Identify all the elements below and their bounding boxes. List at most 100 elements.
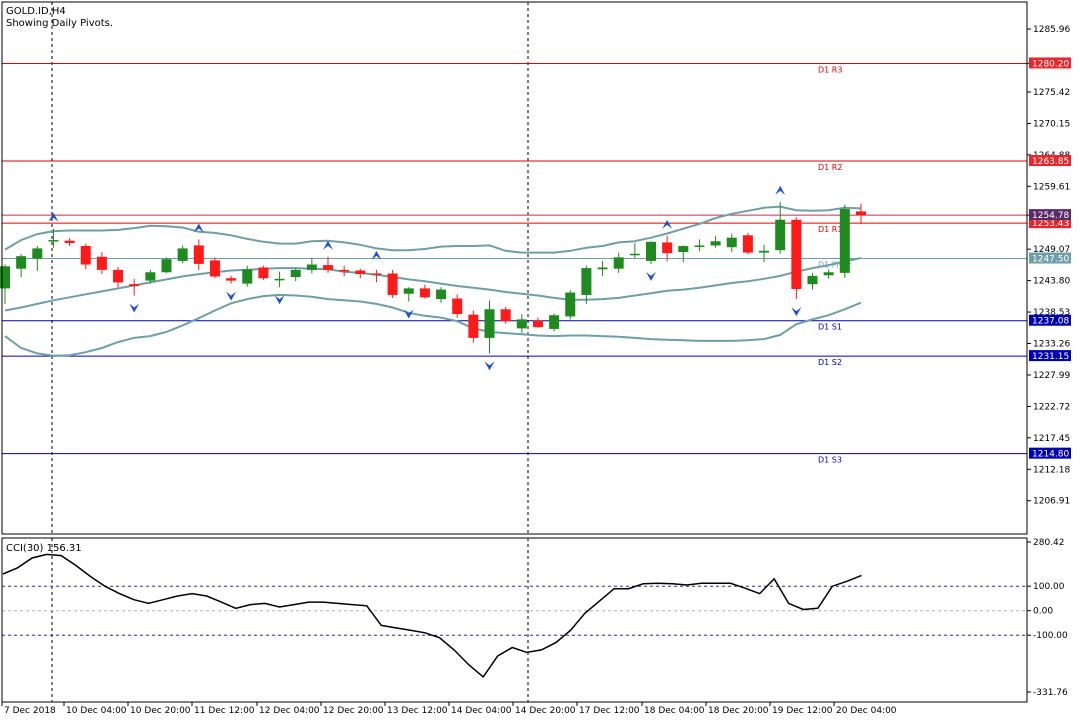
candle-body [516, 319, 527, 329]
candle [371, 269, 382, 283]
candle [468, 310, 479, 343]
candle-body [839, 209, 850, 273]
pivot-value-label: 1263.85 [1032, 157, 1069, 167]
time-tick-label: 18 Dec 04:00 [644, 706, 705, 716]
price-tick-label: 1212.18 [1033, 465, 1070, 475]
price-tick-label: 1227.99 [1033, 371, 1070, 381]
pivot-value-label: 1237.08 [1032, 317, 1069, 327]
time-tick-label: 17 Dec 12:00 [579, 706, 640, 716]
candle-body [468, 314, 479, 338]
candle [597, 260, 608, 276]
candle-body [226, 278, 237, 281]
candle [807, 272, 818, 290]
price-tick-label: 1206.91 [1033, 497, 1070, 507]
candle-body [290, 269, 301, 278]
candle [436, 287, 447, 303]
fractal-markers [48, 185, 802, 371]
fractal-down-icon [646, 271, 656, 281]
candle [823, 269, 834, 279]
pivot-value-label: 1214.80 [1032, 450, 1069, 460]
pivots-subtitle: Showing Daily Pivots. [6, 18, 113, 29]
candle [306, 257, 317, 274]
candle-body [726, 237, 737, 248]
candle [129, 278, 140, 296]
candle [532, 317, 543, 328]
pivot-value-box [1029, 252, 1071, 264]
candle-body [662, 242, 673, 254]
candle-body [306, 264, 317, 270]
candle-body [710, 241, 721, 246]
candle-body [193, 245, 204, 264]
price-tick-label: 1249.07 [1033, 245, 1070, 255]
pivot-value-label: 1280.20 [1032, 59, 1069, 69]
time-tick-label: 11 Dec 12:00 [194, 706, 255, 716]
fractal-down-icon [274, 295, 285, 305]
cci-label: CCI(30) 156.31 [6, 543, 82, 554]
candle-body [355, 270, 366, 275]
cci-indicator [2, 553, 1027, 679]
candle-body [0, 266, 10, 289]
time-tick-label: 19 Dec 12:00 [772, 706, 833, 716]
candle-body [500, 309, 511, 322]
price-axis: 1285.961280.201275.421270.151264.881259.… [1027, 25, 1071, 698]
price-tick-label: 1238.53 [1033, 308, 1070, 318]
price-tick-label: 1275.42 [1033, 88, 1070, 98]
fractal-up-icon [371, 250, 382, 260]
fractal-up-icon [775, 185, 786, 195]
candle [759, 244, 770, 263]
candle [48, 228, 59, 248]
candle-body [339, 269, 350, 272]
candle-body [48, 240, 59, 242]
pivot-value-box [1029, 314, 1071, 326]
candle [516, 314, 527, 334]
candle [242, 265, 253, 287]
candle-body [258, 267, 269, 279]
candle [452, 294, 463, 318]
pivot-label: D1 R2 [818, 163, 842, 172]
candle-body [807, 275, 818, 285]
pivot-label: D1 R1 [818, 225, 842, 234]
candlestick-series[interactable] [0, 201, 866, 354]
candle-body [565, 292, 576, 317]
bollinger-middle-band [4, 257, 862, 312]
candle [193, 239, 204, 270]
candle-body [64, 240, 75, 244]
candle [0, 264, 10, 304]
candle [32, 246, 43, 272]
candle [419, 284, 430, 299]
cci-tick-label: -331.76 [1033, 688, 1068, 698]
candle [226, 275, 237, 284]
candle-body [484, 309, 495, 338]
cci-tick-label: 0.00 [1033, 607, 1053, 617]
candle-body [759, 250, 770, 253]
candle [387, 269, 398, 298]
candle [500, 306, 511, 324]
candle-body [387, 273, 398, 295]
candle-body [209, 260, 220, 277]
price-tick-label: 1233.26 [1033, 340, 1070, 350]
cci-line [2, 553, 862, 679]
candle [323, 256, 333, 273]
candle [629, 243, 640, 258]
candle-body [113, 269, 124, 283]
candle [258, 265, 269, 281]
price-tick-label: 1259.61 [1033, 182, 1070, 192]
candle [209, 257, 220, 279]
fractal-down-icon [484, 361, 495, 371]
candle [290, 268, 301, 282]
candle-body [629, 253, 640, 256]
candle [113, 266, 124, 288]
fractal-down-icon [129, 303, 140, 313]
pivot-label: D1 S2 [818, 358, 842, 367]
candle [613, 252, 624, 273]
pivot-value-box [1029, 217, 1071, 229]
price-tick-label: 1243.80 [1033, 277, 1070, 287]
candle [855, 203, 866, 224]
candle-body [742, 235, 753, 253]
candle-body [129, 284, 140, 286]
candle-body [775, 219, 786, 251]
cci-tick-label: 100.00 [1033, 582, 1065, 592]
pivot-label: D1 S3 [818, 456, 842, 465]
time-tick-label: 12 Dec 04:00 [259, 706, 320, 716]
